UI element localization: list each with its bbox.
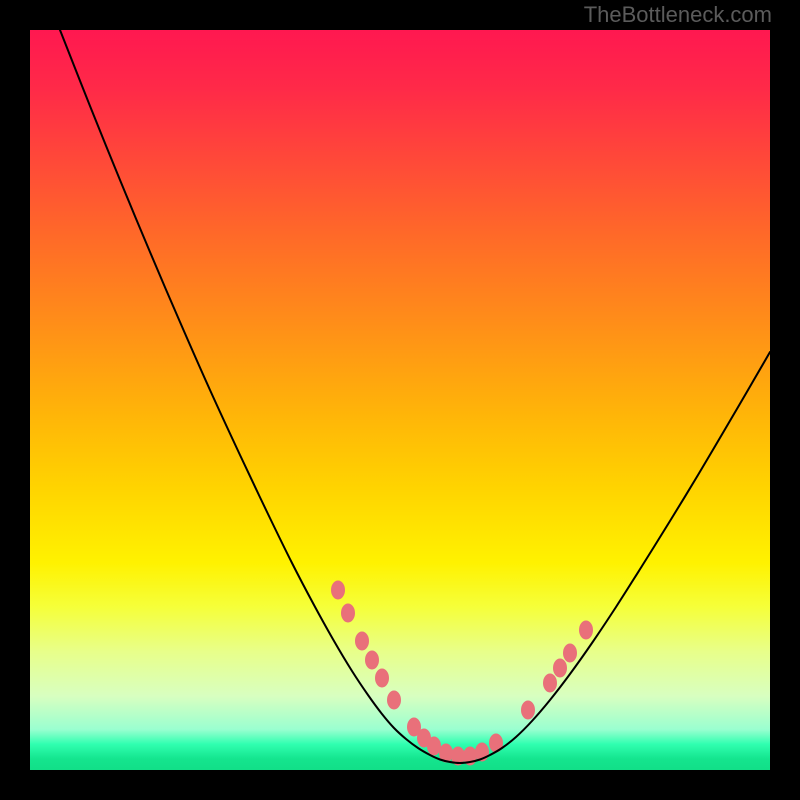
watermark-text: TheBottleneck.com bbox=[584, 2, 772, 28]
data-marker bbox=[428, 737, 441, 755]
data-marker bbox=[554, 659, 567, 677]
data-marker bbox=[522, 701, 535, 719]
data-marker bbox=[388, 691, 401, 709]
v-curve bbox=[60, 30, 770, 763]
data-marker bbox=[356, 632, 369, 650]
data-marker bbox=[332, 581, 345, 599]
data-marker bbox=[544, 674, 557, 692]
data-markers bbox=[332, 581, 593, 765]
data-marker bbox=[366, 651, 379, 669]
chart-overlay bbox=[0, 0, 800, 800]
data-marker bbox=[376, 669, 389, 687]
data-marker bbox=[342, 604, 355, 622]
data-marker bbox=[580, 621, 593, 639]
data-marker bbox=[564, 644, 577, 662]
chart-stage: TheBottleneck.com bbox=[0, 0, 800, 800]
